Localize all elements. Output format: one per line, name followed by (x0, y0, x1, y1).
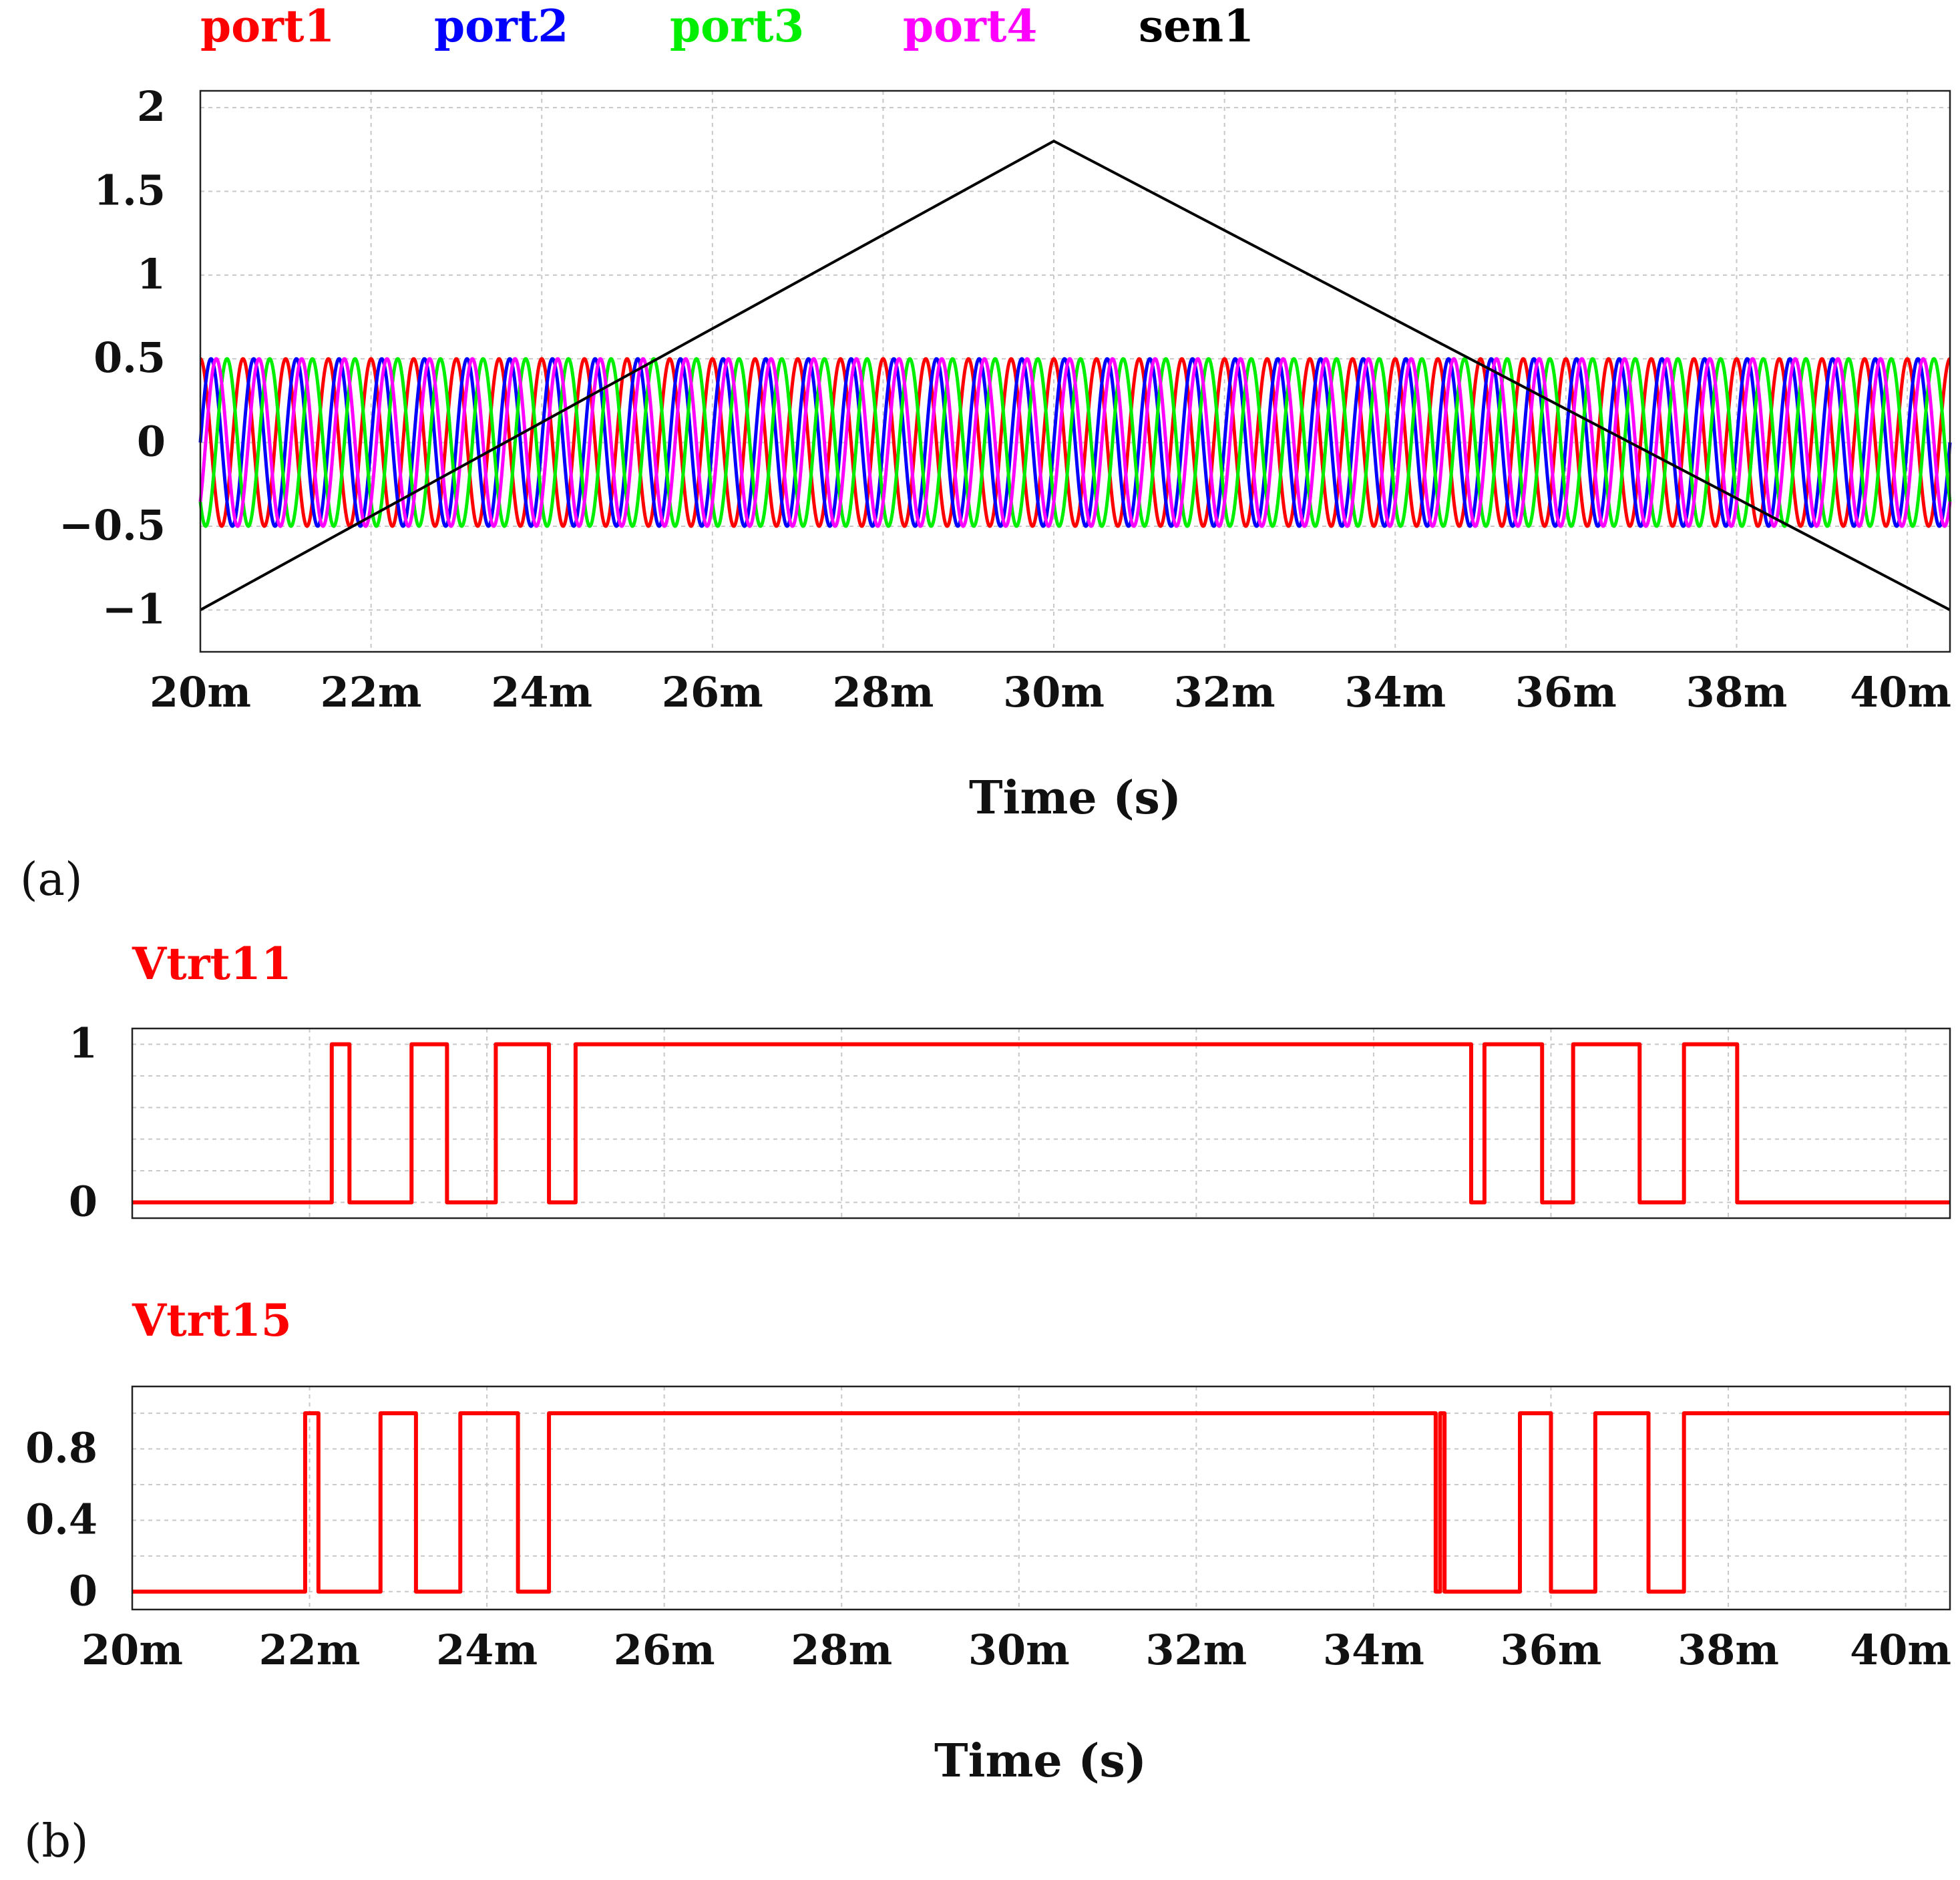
plot-frame-vtrt15 (131, 1385, 1951, 1611)
x-tick-label: 20m (150, 668, 251, 717)
y-ticks-vtrt11: 10 (69, 1019, 97, 1226)
x-tick-label: 34m (1344, 668, 1446, 717)
x-tick-label: 30m (968, 1626, 1070, 1674)
x-ticks-vtrt15: 20m 22m 24m 26m 28m 30m 32m 34m 36m 38m 40m (81, 1626, 1951, 1674)
series-line-vtrt11 (132, 1042, 1950, 1205)
x-tick-label: 26m (614, 1626, 715, 1674)
legend-entry-sen1: sen1 (1139, 0, 1254, 52)
chart-title-vtrt11: Vtrt11 (132, 938, 292, 990)
series-line-port4 (198, 357, 1952, 528)
y-tick-label: 0 (137, 417, 166, 466)
panel-vtrt15: Vtrt15 0.8 0.4 0 20m 22m 24m 26m 28m 30m 32m 34m 3… (24, 1294, 1951, 1868)
x-tick-label: 36m (1515, 668, 1617, 717)
y-tick-label: 0 (69, 1566, 97, 1615)
y-ticks-a: 2 1.5 1 0.5 0 −0.5 −1 (59, 82, 166, 633)
legend-entry-port4: port4 (903, 0, 1037, 52)
legend-entry-port1: port1 (200, 0, 335, 52)
panel-vtrt11: Vtrt11 10 (69, 938, 1951, 1226)
y-tick-label: −1 (102, 584, 166, 633)
series-vtrt11 (132, 1042, 1950, 1205)
x-tick-label: 32m (1145, 1626, 1247, 1674)
x-tick-label: 22m (321, 668, 422, 717)
x-tick-label: 30m (1003, 668, 1105, 717)
x-axis-label-b: Time (s) (934, 1734, 1147, 1788)
y-tick-label: 1 (69, 1019, 97, 1068)
plot-frame-a (199, 89, 1951, 653)
x-tick-label: 34m (1323, 1626, 1424, 1674)
x-tick-label: 32m (1174, 668, 1276, 717)
series-line-vtrt15 (132, 1411, 1950, 1594)
y-tick-label: 0 (69, 1177, 97, 1226)
x-tick-label: 24m (436, 1626, 538, 1674)
series-line-sen1 (200, 140, 1951, 612)
y-tick-label: 0.4 (25, 1495, 97, 1543)
x-tick-label: 20m (81, 1626, 183, 1674)
legend-entry-port3: port3 (670, 0, 804, 52)
y-tick-label: 1 (137, 250, 166, 299)
panel-label-a: (a) (20, 854, 83, 906)
y-tick-label: 0.8 (25, 1424, 97, 1473)
y-tick-label: 0.5 (93, 333, 166, 382)
y-tick-label: 2 (137, 82, 166, 131)
x-axis-label-a: Time (s) (969, 771, 1181, 825)
x-tick-label: 28m (791, 1626, 892, 1674)
series-line-port2 (198, 357, 1952, 528)
series-line-port1 (199, 357, 1951, 528)
series-vtrt15 (132, 1411, 1950, 1594)
plot-frame-vtrt11 (131, 1027, 1951, 1219)
x-tick-label: 40m (1850, 668, 1951, 717)
panel-label-b: (b) (24, 1815, 89, 1868)
legend: port1 port2 port3 port4 sen1 (200, 0, 1254, 52)
x-ticks-a: 20m 22m 24m 26m 28m 30m 32m 34m 36m 38m 40m (150, 668, 1951, 717)
y-tick-label: −0.5 (59, 501, 166, 550)
x-tick-label: 28m (832, 668, 934, 717)
y-tick-label: 1.5 (93, 166, 166, 214)
x-tick-label: 38m (1686, 668, 1788, 717)
x-tick-label: 36m (1501, 1626, 1602, 1674)
x-tick-label: 38m (1678, 1626, 1779, 1674)
x-tick-label: 40m (1850, 1626, 1951, 1674)
series-a (198, 140, 1952, 612)
x-tick-label: 22m (259, 1626, 361, 1674)
legend-entry-port2: port2 (434, 0, 568, 52)
y-ticks-vtrt15: 0.8 0.4 0 (25, 1424, 97, 1616)
chart-title-vtrt15: Vtrt15 (132, 1294, 292, 1346)
x-tick-label: 24m (491, 668, 592, 717)
panel-a: port1 port2 port3 port4 sen1 2 1.5 1 0.5 0 −0… (20, 0, 1952, 906)
x-tick-label: 26m (662, 668, 763, 717)
